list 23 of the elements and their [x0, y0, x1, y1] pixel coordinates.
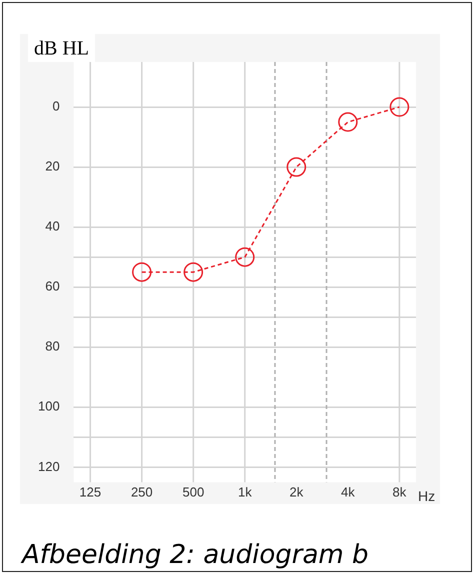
x-axis-title: Hz	[418, 488, 436, 504]
y-tick-label: 120	[38, 458, 60, 474]
x-tick-label: 500	[182, 484, 204, 500]
y-tick-label: 100	[38, 398, 60, 414]
x-tick-label: 125	[79, 484, 102, 500]
text: Afbeelding 2: audiogram b	[22, 540, 368, 570]
y-tick-label: 40	[45, 218, 60, 234]
point	[184, 262, 204, 282]
y-tick-label: 60	[45, 278, 60, 294]
x-tick-label: 250	[130, 484, 153, 500]
point	[338, 112, 358, 132]
x-tick-label: 8k	[392, 484, 407, 500]
x-tick-label: 2k	[290, 484, 304, 500]
point	[390, 97, 410, 117]
y-axis-title: dB HL	[34, 37, 89, 60]
y-tick-label: 0	[52, 98, 60, 114]
x-tick-label: 1k	[238, 484, 252, 500]
point	[286, 157, 306, 177]
point	[235, 247, 255, 267]
y-tick-label: 20	[45, 158, 60, 174]
y-tick-label: 80	[45, 338, 60, 354]
x-tick-label: 4k	[341, 484, 356, 500]
point	[132, 262, 152, 282]
